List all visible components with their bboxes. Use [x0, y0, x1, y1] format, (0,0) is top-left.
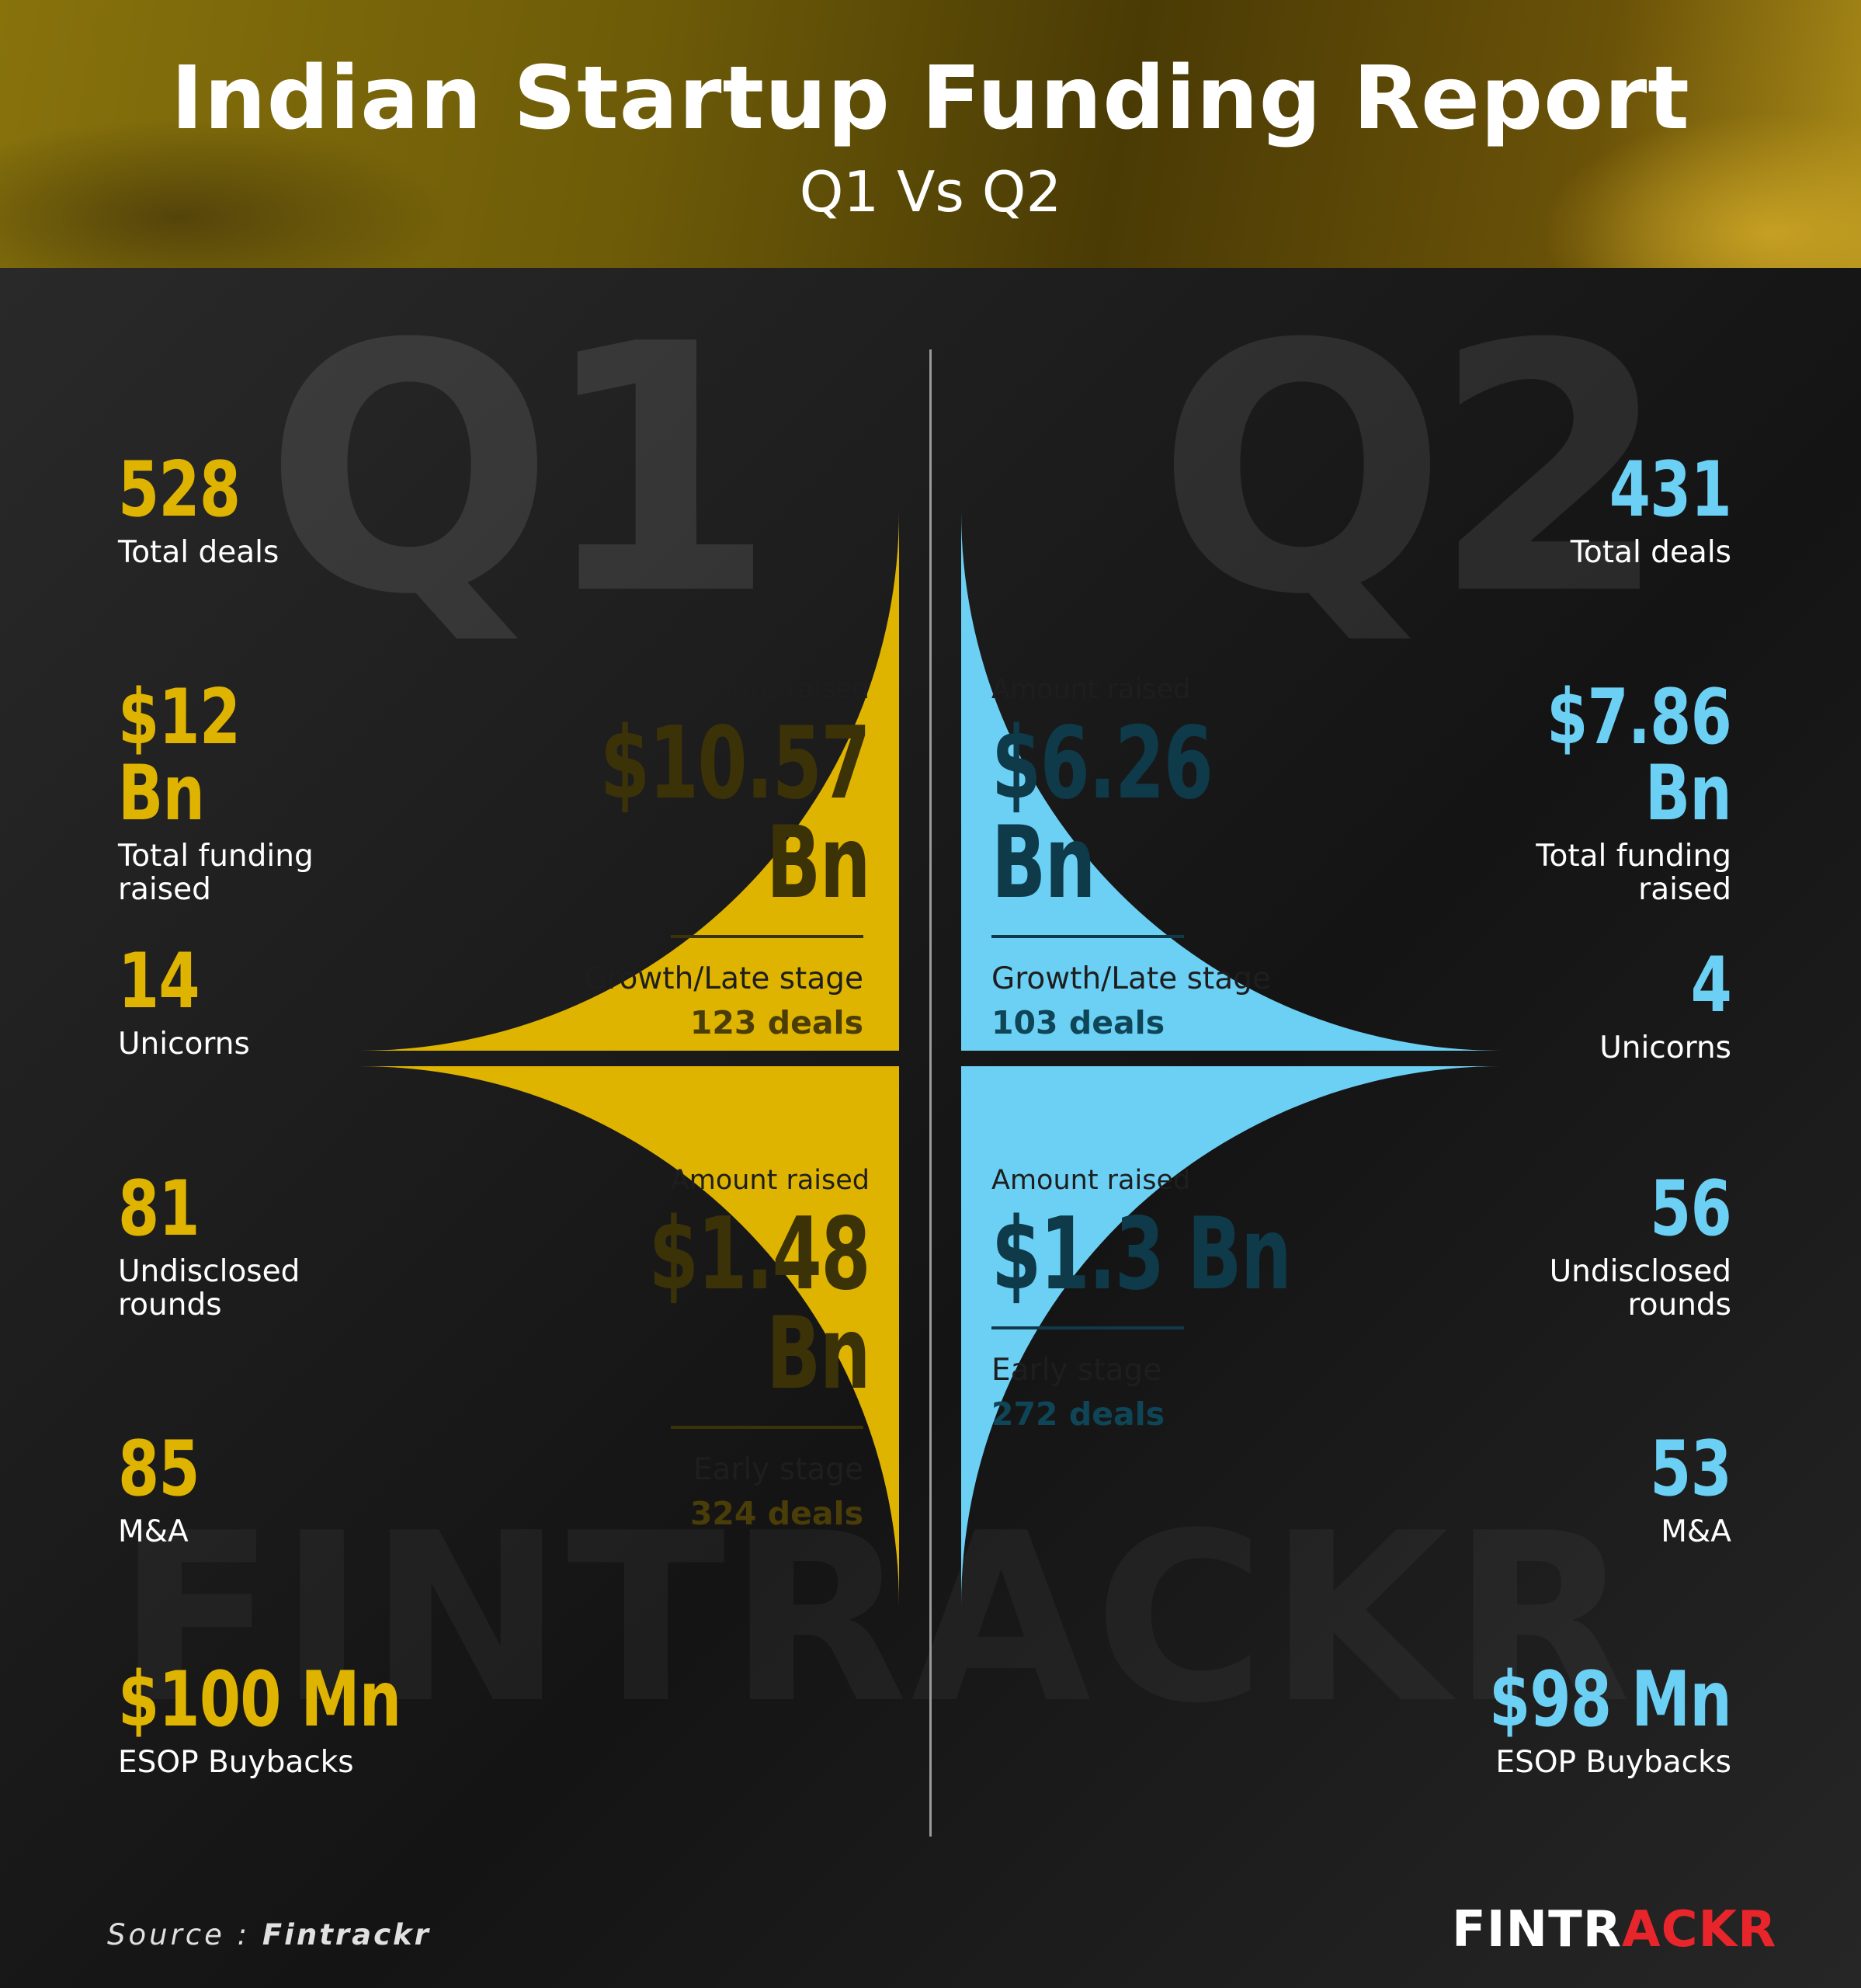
deal-count: 123 deals: [689, 1004, 863, 1041]
center-divider: [929, 349, 932, 1837]
stage-label: Growth/Late stage: [991, 961, 1271, 996]
stat-label: M&A: [1661, 1514, 1731, 1549]
fintrackr-logo: FINTRACKR: [1452, 1901, 1776, 1958]
q1-growth-slice: [359, 511, 899, 1051]
deal-count: 324 deals: [689, 1495, 863, 1532]
stat-value: 431: [1609, 446, 1732, 534]
stat-value: $100 Mn: [118, 1656, 401, 1744]
stat-value: 81: [118, 1165, 200, 1253]
stat-label: Total funding raised: [1536, 839, 1731, 907]
stage-label: Early stage: [693, 1452, 863, 1487]
source-credit: Source : Fintrackr: [107, 1918, 431, 1952]
stat-value: 85: [118, 1425, 200, 1514]
stat-label: M&A: [118, 1514, 189, 1549]
amount-raised-label: Amount raised: [670, 674, 870, 705]
q2-stat-total-funding: $7.86 Bn Total funding raised: [1475, 679, 1731, 906]
brand-watermark: FINTRACKR: [116, 1483, 1634, 1754]
stat-value: 4: [1690, 941, 1732, 1030]
stat-label: Unicorns: [118, 1027, 250, 1062]
stat-value: 14: [118, 937, 200, 1026]
source-prefix: Source :: [107, 1918, 262, 1952]
q1-growth-segment-label: Amount raised $10.57 Bn Growth/Late stag…: [435, 674, 870, 1041]
q1-stat-unicorns: 14 Unicorns: [118, 944, 506, 1061]
page-subtitle: Q1 Vs Q2: [799, 159, 1062, 224]
deal-count: 272 deals: [991, 1395, 1165, 1433]
stat-label: Total deals: [118, 535, 279, 570]
segment-rule: [991, 935, 1184, 938]
amount-value: $10.57 Bn: [600, 706, 870, 921]
stat-value: $98 Mn: [1489, 1656, 1732, 1744]
stage-label: Early stage: [991, 1353, 1162, 1388]
q1-stat-esop-buybacks: $100 Mn ESOP Buybacks: [118, 1662, 506, 1779]
q2-stat-esop-buybacks: $98 Mn ESOP Buybacks: [1343, 1656, 1732, 1780]
q2-early-slice: [961, 1066, 1501, 1606]
q2-stat-undisclosed-rounds: 56 Undisclosed rounds: [1475, 1165, 1732, 1322]
stat-label: Unicorns: [1599, 1030, 1731, 1065]
q2-growth-slice: [961, 511, 1501, 1051]
q1-early-slice: [359, 1066, 899, 1606]
q1-early-segment-label: Amount raised $1.48 Bn Early stage 324 d…: [435, 1165, 871, 1532]
stat-value: 528: [118, 446, 241, 534]
segment-rule: [991, 1326, 1184, 1329]
stat-label: ESOP Buybacks: [118, 1745, 354, 1780]
q1-stat-total-funding: $12 Bn Total funding raised: [118, 679, 374, 906]
stat-label: ESOP Buybacks: [1495, 1745, 1731, 1780]
page-title: Indian Startup Funding Report: [171, 48, 1690, 149]
q2-growth-segment-label: Amount raised $6.26 Bn Growth/Late stage…: [991, 674, 1426, 1041]
amount-raised-label: Amount raised: [991, 1165, 1191, 1196]
q2-stat-ma: 53 M&A: [1343, 1425, 1732, 1549]
amount-raised-label: Amount raised: [991, 674, 1191, 705]
q2-watermark: Q2: [1157, 272, 1669, 669]
stat-label: Undisclosed rounds: [118, 1254, 300, 1322]
stat-value: $12 Bn: [118, 673, 241, 838]
amount-value: $1.3 Bn: [991, 1197, 1292, 1312]
q2-early-segment-label: Amount raised $1.3 Bn Early stage 272 de…: [991, 1165, 1426, 1433]
deal-count: 103 deals: [991, 1004, 1165, 1041]
q2-stat-unicorns: 4 Unicorns: [1343, 941, 1732, 1065]
amount-raised-label: Amount raised: [670, 1165, 870, 1196]
stat-label: Total deals: [1570, 535, 1731, 570]
segment-rule: [671, 1426, 863, 1429]
logo-part-red: ACKR: [1622, 1901, 1777, 1958]
stat-label: Undisclosed rounds: [1549, 1254, 1731, 1322]
stat-label: Total funding raised: [118, 839, 314, 907]
stat-value: 53: [1650, 1425, 1732, 1514]
source-name: Fintrackr: [262, 1918, 431, 1952]
amount-value: $1.48 Bn: [648, 1197, 871, 1412]
q1-stat-ma: 85 M&A: [118, 1431, 506, 1548]
header-banner: Indian Startup Funding Report Q1 Vs Q2: [0, 0, 1861, 268]
stage-label: Growth/Late stage: [584, 961, 863, 996]
q2-stat-total-deals: 431 Total deals: [1343, 446, 1732, 570]
q1-stat-undisclosed-rounds: 81 Undisclosed rounds: [118, 1171, 374, 1322]
q1-watermark: Q1: [264, 272, 776, 669]
stat-value: 56: [1650, 1165, 1732, 1253]
q1-stat-total-deals: 528 Total deals: [118, 452, 506, 569]
segment-rule: [671, 935, 863, 938]
logo-part-white: FINTR: [1452, 1901, 1623, 1958]
stat-value: $7.86 Bn: [1547, 673, 1732, 838]
amount-value: $6.26 Bn: [991, 706, 1213, 921]
